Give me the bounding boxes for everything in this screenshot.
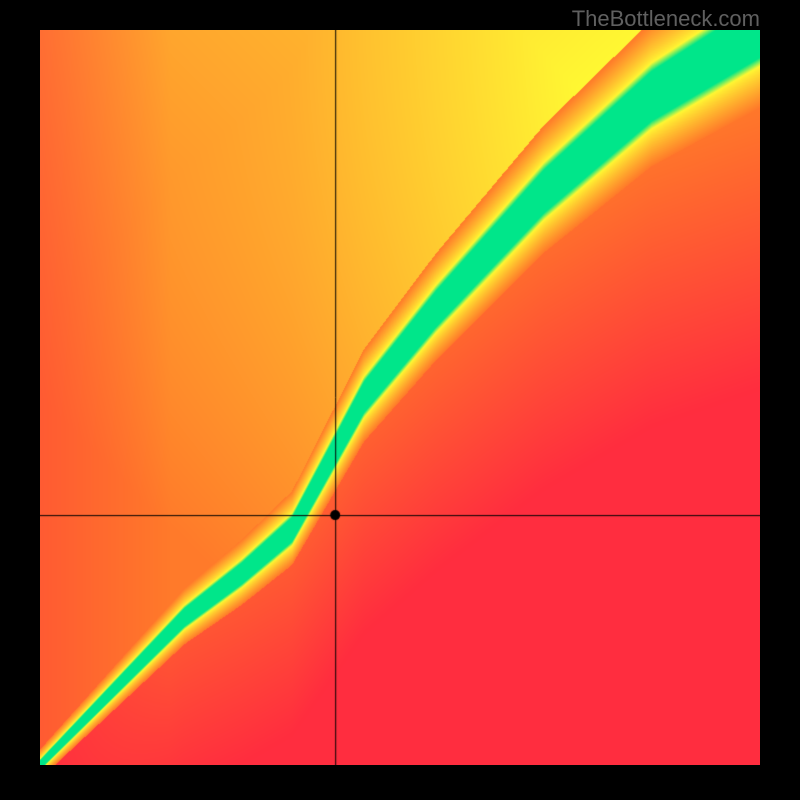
- chart-container: TheBottleneck.com: [0, 0, 800, 800]
- heatmap-plot: [40, 30, 760, 765]
- heatmap-canvas: [40, 30, 760, 765]
- watermark-text: TheBottleneck.com: [572, 6, 760, 32]
